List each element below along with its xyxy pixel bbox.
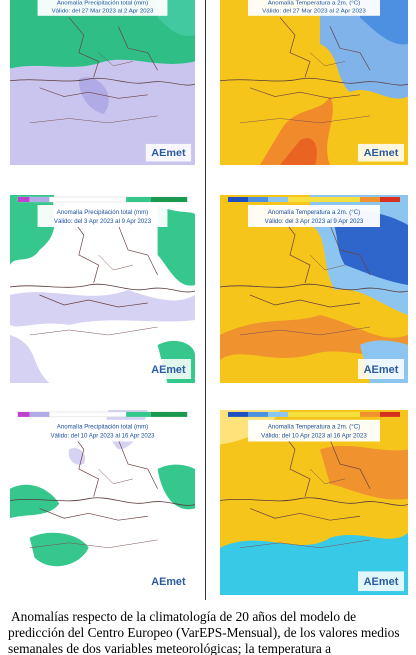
map-panel: Anomalía Precipitación total (mm) Válido:… [10, 195, 195, 383]
map: Anomalía Precipitación total (mm) Válido:… [10, 0, 195, 165]
map-title: Anomalía Precipitación total (mm) [57, 1, 148, 7]
map-valid: Válido: del 27 Mar 2023 al 2 Apr 2023 [262, 9, 366, 15]
map-title: Anomalía Temperatura a 2m. (°C) [268, 424, 361, 431]
logo: AEmet [151, 364, 186, 376]
map-valid: Válido: del 3 Apr 2023 al 9 Apr 2023 [54, 218, 152, 225]
map: Anomalía Temperatura a 2m. (°C) Válido: d… [220, 0, 408, 165]
map-valid: Válido: del 27 Mar 2023 al 2 Apr 2023 [52, 9, 154, 15]
map-title: Anomalía Precipitación total (mm) [57, 424, 148, 431]
map-panel: Anomalía Temperatura a 2m. (°C) Válido: d… [220, 410, 408, 595]
map-panel: Anomalía Precipitación total (mm) Válido:… [10, 0, 195, 165]
map-panel: Anomalía Precipitación total (mm) Válido:… [10, 410, 195, 595]
logo: AEmet [364, 364, 399, 376]
logo: AEmet [151, 576, 186, 588]
map-panel: Anomalía Temperatura a 2m. (°C) Válido: d… [220, 0, 408, 165]
map: Anomalía Precipitación total (mm) Válido:… [10, 410, 195, 595]
logo: AEmet [364, 149, 399, 159]
logo: AEmet [151, 149, 186, 159]
map-valid: Válido: del 10 Apr 2023 al 16 Apr 2023 [50, 433, 155, 440]
map-title: Anomalía Temperatura a 2m. (°C) [268, 1, 361, 7]
map-title: Anomalía Precipitación total (mm) [57, 209, 148, 216]
map-valid: Válido: del 10 Apr 2023 al 16 Apr 2023 [261, 433, 367, 440]
map: Anomalía Temperatura a 2m. (°C) Válido: d… [220, 410, 408, 595]
separator [205, 0, 206, 600]
map: Anomalía Temperatura a 2m. (°C) Válido: d… [220, 195, 408, 383]
caption: Anomalías respecto de la climatología de… [8, 609, 400, 655]
map-title: Anomalía Temperatura a 2m. (°C) [268, 209, 360, 216]
logo: AEmet [364, 576, 399, 588]
map: Anomalía Precipitación total (mm) Válido:… [10, 195, 195, 383]
map-panel: Anomalía Temperatura a 2m. (°C) Válido: d… [220, 195, 408, 383]
map-valid: Válido: del 3 Apr 2023 al 9 Apr 2023 [265, 218, 364, 225]
